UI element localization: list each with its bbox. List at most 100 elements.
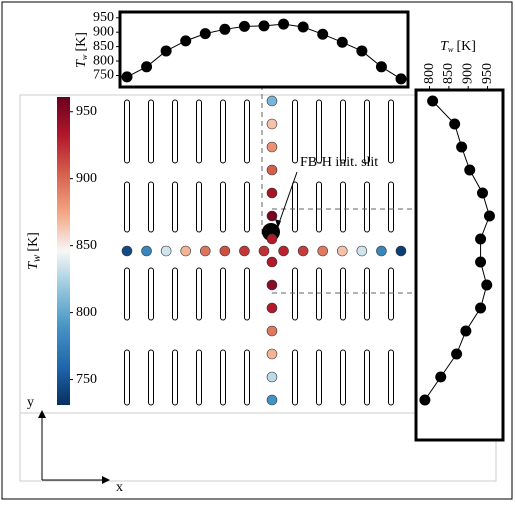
x-tick-label: 800 (422, 63, 437, 84)
label-sub: w (31, 254, 43, 262)
profile-point (278, 18, 290, 30)
profile-point (375, 61, 387, 73)
y-tick-label: 950 (93, 10, 114, 25)
profile-point (481, 279, 493, 291)
profile-point (199, 28, 211, 40)
slit (148, 349, 154, 406)
slit (340, 349, 346, 406)
slit (196, 181, 202, 233)
colorbar-tick-label: 750 (76, 372, 97, 387)
colorbar-tick-label: 800 (76, 305, 97, 320)
x-tick-label: 850 (441, 63, 456, 84)
temp-dot (266, 118, 278, 130)
slit (148, 181, 154, 233)
frame (1, 1, 513, 500)
annotation: FB-H init. slit (300, 155, 378, 170)
profile-point (475, 233, 487, 245)
axis-label: Tw[K] (440, 39, 476, 54)
temp-dot (336, 245, 348, 257)
temp-dot (266, 95, 278, 107)
slit (148, 99, 154, 164)
slit (292, 181, 298, 233)
colorbar: 750 800 850 900 950 (57, 97, 97, 405)
x-tick-label: 900 (460, 63, 475, 84)
profile-point (336, 36, 348, 48)
slit (172, 181, 178, 233)
slit (220, 99, 226, 164)
temp-dot (297, 245, 309, 257)
x-tick-label: 950 (480, 63, 495, 84)
temp-dot (266, 325, 278, 337)
profile-point (141, 61, 153, 73)
slit (340, 181, 346, 233)
slit (244, 267, 250, 321)
temp-dot (266, 164, 278, 176)
temp-dot (239, 245, 250, 257)
slit (340, 267, 346, 321)
temp-dot (266, 279, 278, 291)
label-base: T (26, 261, 41, 270)
profile-point (475, 302, 487, 314)
label-sub: w (80, 54, 89, 60)
slit (364, 99, 370, 164)
slit (220, 349, 226, 406)
slit (124, 349, 130, 406)
slit (292, 267, 298, 321)
slit (196, 349, 202, 406)
profile-point (460, 325, 472, 337)
profile-point (395, 73, 407, 85)
temp-dot (258, 245, 270, 257)
slit (244, 181, 250, 233)
temp-dot (376, 245, 387, 257)
label-base: T (74, 59, 89, 68)
axis-label: Tw[K] (26, 232, 42, 270)
label-unit: [K] (74, 32, 89, 51)
slit (316, 267, 322, 321)
y-arrow-head (38, 410, 46, 418)
profile-point (483, 210, 495, 222)
label-base: T (440, 39, 449, 54)
slits (124, 99, 394, 406)
slit (220, 181, 226, 233)
x-arrow-head (102, 476, 110, 484)
slit (220, 267, 226, 321)
profile-point (121, 71, 133, 83)
slit (316, 99, 322, 164)
profile-point (219, 23, 231, 35)
temp-dot (266, 233, 278, 245)
temp-dot (278, 245, 289, 257)
slit (316, 181, 322, 233)
slit (196, 99, 202, 164)
slit (388, 349, 394, 406)
slit (292, 99, 298, 164)
profile-point (356, 45, 368, 57)
temp-dot (395, 245, 407, 257)
colorbar-tick-label: 900 (76, 171, 97, 186)
temp-dot (219, 245, 231, 257)
slit (388, 99, 394, 164)
slit (292, 349, 298, 406)
temp-dot (266, 348, 278, 360)
temp-dot (266, 210, 278, 222)
temp-dot (160, 245, 172, 257)
slit (244, 99, 250, 164)
slit (172, 267, 178, 321)
slit (124, 267, 130, 321)
temp-dot (356, 245, 368, 257)
profile-point (180, 35, 192, 47)
x-axis-name: x (116, 480, 123, 495)
temp-dot (266, 141, 278, 153)
profile-point (456, 141, 468, 153)
profile-point (419, 394, 431, 406)
label-sub: w (448, 45, 454, 54)
temp-dot (266, 371, 278, 383)
axis-label: Tw [K] (74, 32, 89, 68)
profile-point (238, 20, 250, 32)
profile-point (297, 21, 309, 33)
temp-dot (266, 394, 278, 406)
slit (172, 99, 178, 164)
slit (388, 181, 394, 233)
slit (124, 181, 130, 233)
y-tick-label: 900 (93, 24, 114, 39)
temp-dot (199, 245, 211, 257)
